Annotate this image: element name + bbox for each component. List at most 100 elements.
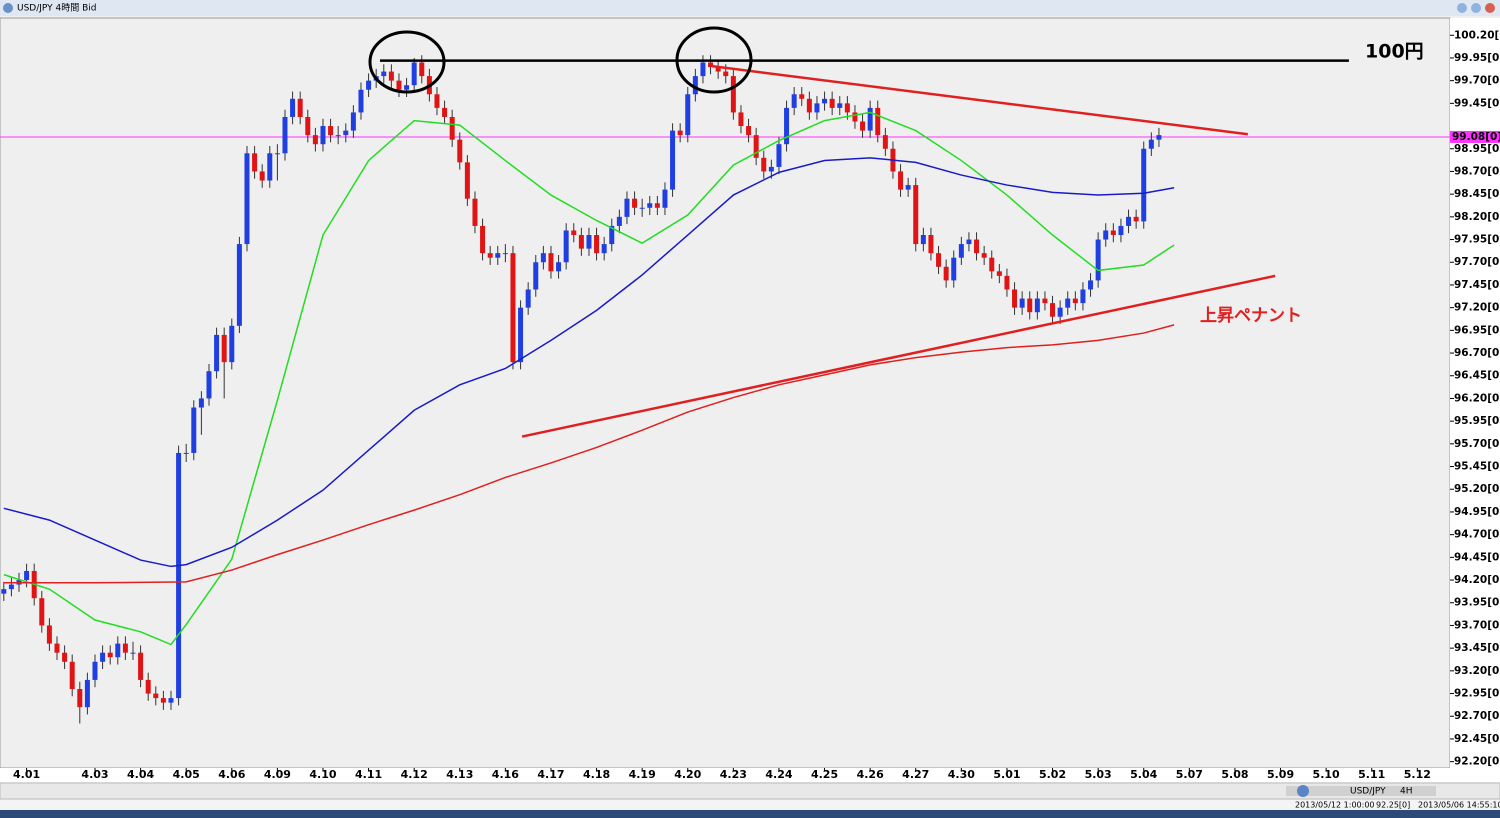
candle-body xyxy=(1080,289,1086,304)
candle-body xyxy=(1133,216,1139,222)
minimize-button[interactable] xyxy=(1457,3,1467,13)
candle-body xyxy=(297,98,303,117)
candle-body xyxy=(647,203,653,208)
x-tick-label: 4.10 xyxy=(309,768,336,781)
candle-body xyxy=(533,262,539,290)
candle-body xyxy=(905,185,911,190)
annotation: 100円 xyxy=(1365,41,1424,63)
x-tick-label: 4.04 xyxy=(127,768,154,781)
candle-body xyxy=(1057,307,1063,317)
candle-body xyxy=(282,116,288,154)
candle-body xyxy=(662,189,668,208)
candle-body xyxy=(328,126,334,136)
candle-body xyxy=(396,80,402,90)
candle-body xyxy=(198,398,204,408)
candle-body xyxy=(1103,230,1109,240)
candle-body xyxy=(510,253,516,363)
candle-body xyxy=(556,262,562,272)
candle-body xyxy=(837,103,843,108)
candle-body xyxy=(100,652,106,662)
toolbar-symbol[interactable]: USD/JPY xyxy=(1350,787,1386,797)
candle-body xyxy=(236,244,242,326)
candle-body xyxy=(290,98,296,117)
candle-body xyxy=(586,235,592,249)
y-tick-label: 93.70[0] xyxy=(1454,619,1500,631)
x-tick-label: 4.09 xyxy=(264,768,291,781)
y-tick-label: 92.20[0] xyxy=(1454,756,1500,768)
candle-body xyxy=(145,679,151,694)
candle-body xyxy=(388,71,394,81)
x-tick-label: 4.05 xyxy=(173,768,200,781)
x-tick-label: 4.16 xyxy=(492,768,519,781)
scrollbar[interactable] xyxy=(0,782,1500,800)
window-buttons[interactable] xyxy=(1457,3,1495,13)
x-axis-area xyxy=(0,768,1500,782)
candle-body xyxy=(548,253,554,272)
candle-body xyxy=(229,325,235,363)
maximize-button[interactable] xyxy=(1471,3,1481,13)
candle-body xyxy=(1034,298,1040,313)
candle-body xyxy=(822,98,828,104)
y-tick-label: 97.20[0] xyxy=(1454,302,1500,314)
toolbar-icon[interactable] xyxy=(1297,785,1309,797)
candle-body xyxy=(92,661,98,680)
candle-body xyxy=(8,584,14,590)
y-tick-label: 95.45[0] xyxy=(1454,461,1500,473)
scroll-thumb[interactable] xyxy=(1286,786,1436,796)
y-tick-label: 96.70[0] xyxy=(1454,347,1500,359)
candle-body xyxy=(366,80,372,90)
candle-body xyxy=(449,116,455,140)
candle-body xyxy=(77,689,83,708)
y-tick-label: 99.95[0] xyxy=(1454,52,1500,64)
candle-body xyxy=(480,225,486,254)
y-tick-label: 92.45[0] xyxy=(1454,733,1500,745)
y-tick-label: 93.45[0] xyxy=(1454,642,1500,654)
candle-body xyxy=(654,203,660,208)
candle-body xyxy=(829,98,835,108)
candle-body xyxy=(350,112,356,131)
candle-body xyxy=(411,62,417,86)
app-icon xyxy=(3,3,13,13)
y-tick-label: 94.70[0] xyxy=(1454,529,1500,541)
candle-body xyxy=(974,239,980,254)
price-label: 99.08[0] xyxy=(1452,131,1500,143)
window-title: USD/JPY 4時間 Bid xyxy=(17,3,96,14)
highlight-circle xyxy=(675,26,753,94)
candle-body xyxy=(981,253,987,258)
x-tick-label: 4.18 xyxy=(583,768,610,781)
candle-body xyxy=(168,698,174,703)
candle-body xyxy=(39,598,45,626)
candle-body xyxy=(844,103,850,113)
candle-body xyxy=(472,198,478,226)
x-tick-label: 4.06 xyxy=(218,768,245,781)
y-tick-label: 97.45[0] xyxy=(1454,279,1500,291)
highlight-circle xyxy=(368,30,446,94)
candle-body xyxy=(1148,139,1154,149)
candle-body xyxy=(875,107,881,136)
toolbar-period[interactable]: 4H xyxy=(1400,787,1413,797)
candle-body xyxy=(138,652,144,680)
candle-body xyxy=(685,94,691,136)
x-tick-label: 5.07 xyxy=(1176,768,1203,781)
x-tick-label: 4.26 xyxy=(857,768,884,781)
candle-body xyxy=(160,698,166,703)
candle-body xyxy=(616,216,622,226)
candle-body xyxy=(996,271,1002,276)
candle-body xyxy=(183,452,189,454)
y-tick-label: 93.95[0] xyxy=(1454,597,1500,609)
candle-body xyxy=(1126,216,1132,226)
x-tick-label: 4.03 xyxy=(81,768,108,781)
candle-body xyxy=(563,230,569,263)
candle-body xyxy=(221,334,227,363)
close-button[interactable] xyxy=(1485,3,1495,13)
candle-body xyxy=(571,230,577,236)
y-tick-label: 97.70[0] xyxy=(1454,256,1500,268)
x-tick-label: 5.02 xyxy=(1039,768,1066,781)
candle-body xyxy=(852,112,858,122)
candle-body xyxy=(335,135,341,137)
candle-body xyxy=(867,107,873,131)
candle-body xyxy=(1110,230,1116,236)
x-tick-label: 4.12 xyxy=(401,768,428,781)
candle-body xyxy=(267,153,273,181)
